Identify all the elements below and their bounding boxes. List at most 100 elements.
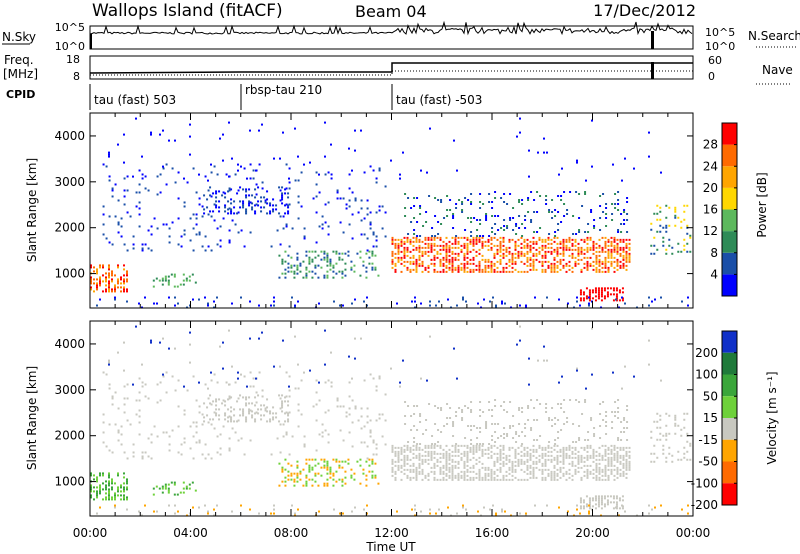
power-cell bbox=[254, 188, 257, 191]
velocity-cell bbox=[520, 478, 523, 481]
velocity-cell bbox=[613, 444, 616, 447]
velocity-cell bbox=[622, 466, 625, 469]
velocity-cell bbox=[359, 464, 362, 467]
velocity-cell bbox=[460, 458, 463, 461]
power-cell bbox=[327, 201, 330, 204]
velocity-cell bbox=[592, 460, 595, 463]
power-ytick-label: 2000 bbox=[54, 221, 85, 235]
power-cell bbox=[612, 163, 614, 166]
power-cell bbox=[536, 231, 539, 233]
power-cell bbox=[418, 250, 421, 253]
velocity-cell bbox=[305, 476, 308, 479]
velocity-cell bbox=[589, 470, 592, 473]
velocity-cell bbox=[433, 462, 436, 465]
velocity-cell bbox=[541, 452, 544, 455]
velocity-cell bbox=[653, 460, 656, 463]
velocity-colorbar-tick-label: -50 bbox=[698, 455, 718, 469]
velocity-cell bbox=[622, 462, 625, 465]
power-cell bbox=[397, 258, 400, 261]
velocity-cell bbox=[164, 487, 167, 490]
power-cell bbox=[318, 302, 320, 305]
velocity-cell bbox=[665, 434, 668, 437]
power-cell bbox=[111, 278, 113, 281]
velocity-cell bbox=[558, 381, 560, 384]
power-cell bbox=[533, 231, 536, 233]
velocity-cell bbox=[526, 468, 529, 471]
velocity-cell bbox=[117, 439, 120, 442]
velocity-cell bbox=[686, 412, 689, 415]
velocity-cell bbox=[399, 381, 401, 384]
power-cell bbox=[580, 270, 583, 273]
freq-frame bbox=[89, 55, 694, 80]
power-cell bbox=[394, 246, 397, 249]
velocity-cell bbox=[290, 478, 293, 481]
velocity-cell bbox=[626, 421, 629, 423]
power-cell bbox=[204, 175, 207, 178]
power-cell bbox=[651, 300, 653, 303]
velocity-cell bbox=[538, 454, 541, 457]
power-cell bbox=[494, 215, 497, 217]
power-cell bbox=[285, 163, 288, 166]
power-cell bbox=[665, 224, 668, 227]
power-cell bbox=[568, 238, 571, 241]
velocity-cell bbox=[403, 450, 406, 453]
velocity-cell bbox=[496, 446, 499, 449]
power-cell bbox=[315, 183, 318, 186]
power-colorbar-segment bbox=[722, 231, 737, 253]
velocity-cell bbox=[518, 409, 521, 411]
velocity-cell bbox=[351, 399, 354, 402]
power-cell bbox=[448, 266, 451, 269]
velocity-cell bbox=[478, 460, 481, 463]
power-cell bbox=[457, 264, 460, 267]
velocity-cell bbox=[563, 411, 566, 413]
velocity-cell bbox=[424, 454, 427, 457]
velocity-cell bbox=[451, 478, 454, 481]
velocity-cell bbox=[227, 420, 230, 423]
velocity-cell bbox=[430, 452, 433, 455]
power-cell bbox=[317, 254, 320, 257]
power-cell bbox=[544, 238, 547, 241]
power-cell bbox=[171, 167, 174, 170]
power-cell bbox=[227, 212, 230, 215]
power-cell bbox=[597, 295, 600, 298]
power-cell bbox=[607, 260, 610, 263]
velocity-cell bbox=[335, 460, 338, 463]
power-cell bbox=[648, 131, 650, 134]
power-cell bbox=[108, 286, 110, 289]
velocity-cell bbox=[120, 484, 122, 487]
power-cell bbox=[621, 179, 623, 182]
velocity-cell bbox=[625, 472, 628, 475]
power-cell bbox=[568, 248, 571, 251]
velocity-cell bbox=[168, 347, 170, 350]
power-cell bbox=[650, 244, 653, 247]
velocity-cell bbox=[511, 470, 514, 473]
power-cell bbox=[318, 191, 321, 194]
velocity-cell bbox=[607, 474, 610, 477]
power-cell bbox=[484, 258, 487, 261]
velocity-cell bbox=[586, 450, 589, 453]
velocity-cell bbox=[186, 389, 189, 392]
power-cell bbox=[96, 282, 98, 285]
power-cell bbox=[210, 163, 212, 166]
power-cell bbox=[351, 237, 354, 240]
velocity-cell bbox=[553, 456, 556, 459]
velocity-cell bbox=[616, 452, 619, 455]
power-cell bbox=[517, 252, 520, 255]
velocity-cell bbox=[222, 341, 224, 344]
power-cell bbox=[424, 268, 427, 271]
power-cell bbox=[120, 282, 122, 285]
velocity-cell bbox=[580, 454, 583, 457]
velocity-cell bbox=[96, 486, 98, 489]
velocity-cell bbox=[254, 412, 257, 415]
velocity-cell bbox=[601, 444, 604, 447]
velocity-ylabel: Slant Range [km] bbox=[25, 366, 39, 470]
power-cell bbox=[198, 231, 201, 234]
velocity-cell bbox=[161, 487, 164, 490]
velocity-cell bbox=[246, 385, 248, 388]
power-cell bbox=[141, 177, 144, 180]
x-tick-label: 00:00 bbox=[73, 526, 108, 540]
power-cell bbox=[574, 238, 577, 241]
velocity-cell bbox=[126, 397, 129, 400]
velocity-cell bbox=[577, 458, 580, 461]
velocity-cell bbox=[439, 478, 442, 481]
